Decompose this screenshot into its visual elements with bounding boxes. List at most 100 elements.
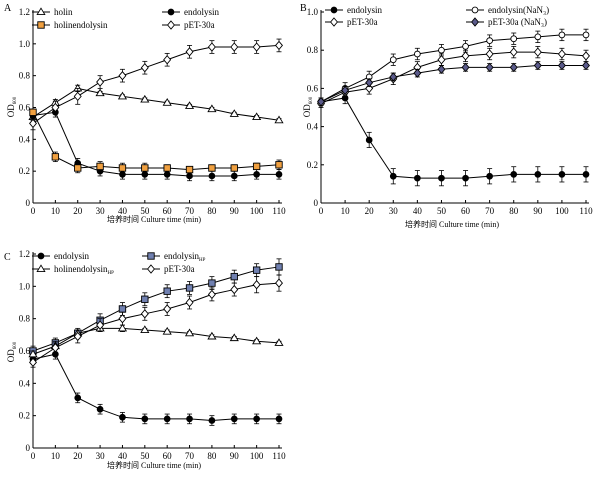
legend-marker [330, 6, 338, 14]
series-line [320, 51, 587, 105]
data-point [51, 102, 60, 113]
legend-item: endolysin [325, 5, 382, 15]
data-point [414, 174, 421, 182]
data-point [118, 164, 127, 172]
x-tick-label: 80 [207, 206, 217, 216]
data-point [96, 162, 104, 171]
data-point [207, 331, 217, 340]
data-point [207, 104, 217, 113]
legend-label-main: endolysin [164, 251, 199, 261]
data-point [117, 323, 128, 332]
y-tick-label: 0.8 [19, 314, 31, 324]
data-point [252, 336, 262, 345]
series-line [32, 266, 280, 352]
y-tick-label: 1.2 [19, 249, 30, 259]
data-point [96, 320, 105, 330]
data-point [389, 72, 398, 82]
y-tick-label: 0.4 [307, 122, 319, 132]
series-2 [317, 28, 590, 106]
data-point [252, 112, 262, 121]
data-point [230, 42, 239, 52]
y-tick-label: 0.2 [19, 411, 30, 421]
series-line [32, 327, 280, 355]
data-point [485, 49, 494, 59]
x-tick-label: 60 [163, 451, 173, 461]
x-axis-title: 培养时间 Culture time (min) [107, 214, 201, 224]
data-point [413, 68, 422, 78]
data-point [184, 328, 195, 337]
legend-label: endolysinHP [164, 251, 206, 263]
y-tick-label: 1.0 [19, 39, 31, 49]
series-1 [317, 91, 590, 187]
legend-label-main: holin [54, 7, 73, 17]
data-point [534, 171, 542, 178]
data-point [365, 136, 373, 144]
data-point [185, 284, 194, 292]
legend-label-main: pET-30a (NaN₃) [488, 17, 547, 27]
series-line [320, 97, 586, 179]
x-tick-label: 100 [250, 451, 264, 461]
data-point [208, 279, 216, 287]
data-point [582, 51, 590, 61]
series-line [32, 44, 280, 124]
legend-marker [167, 20, 175, 30]
legend-label-main: endolysin [347, 5, 382, 15]
x-tick-label: 90 [533, 206, 543, 216]
data-point [229, 109, 239, 117]
panel-letter: C [4, 252, 11, 263]
data-point [163, 171, 171, 178]
data-point [558, 171, 566, 178]
legend: endolysin endolysin(NaN₃) pET-30a pET-30a (… [325, 5, 549, 27]
legend-marker [471, 6, 479, 14]
data-point [582, 60, 590, 71]
data-point [51, 343, 60, 353]
data-point [117, 91, 128, 100]
legend-label-main: endolysin [184, 7, 219, 17]
x-tick-label: 60 [461, 206, 471, 216]
legend-marker [147, 252, 155, 260]
y-axis-title-subscript: 600 [309, 96, 314, 104]
y-axis-title-main: OD [6, 349, 16, 362]
data-point [365, 83, 374, 94]
chart-panel-c: C 0 0.2 0.4 0.6 0.8 1.0 1.2 0 10 20 30 40 50 60 70 80 90 1… [4, 249, 286, 470]
y-tick-label: 0.6 [307, 83, 319, 93]
data-point [119, 413, 126, 421]
legend-item: holin [32, 7, 73, 17]
data-point [74, 164, 82, 172]
series-1 [28, 83, 284, 124]
data-point [486, 172, 493, 180]
x-tick-label: 40 [118, 451, 128, 461]
data-point [486, 37, 493, 45]
data-point [253, 415, 260, 423]
y-tick-label: 0.4 [19, 134, 31, 144]
data-point [582, 31, 590, 39]
x-tick-label: 20 [73, 206, 83, 216]
legend-item: pET-30a [325, 17, 378, 27]
data-point [275, 263, 283, 271]
x-tick-label: 10 [51, 451, 61, 461]
data-point [275, 161, 283, 169]
data-point [141, 295, 149, 303]
y-axis-title-subscript: 600 [13, 341, 18, 349]
data-point [95, 88, 105, 97]
y-axis-title-subscript: 600 [13, 96, 18, 104]
data-point [317, 97, 325, 107]
data-point [185, 297, 194, 308]
legend-label-main: pET-30a [347, 17, 378, 27]
y-tick-label: 1.2 [19, 7, 30, 17]
data-point [140, 325, 150, 333]
legend-label: endolysin(NaN₃) [488, 5, 549, 15]
data-point [163, 287, 171, 295]
y-tick-label: 1.0 [307, 7, 319, 17]
y-tick-label: 0.6 [19, 346, 31, 356]
legend-label: holin [54, 7, 73, 17]
data-point [230, 272, 238, 281]
data-point [96, 77, 105, 87]
data-point [207, 42, 216, 52]
legend-item: holinendolysinHP [32, 264, 114, 276]
data-point [341, 85, 350, 96]
x-tick-label: 60 [163, 206, 173, 216]
legend-label: endolysin [54, 251, 89, 261]
legend-label: endolysin [184, 7, 219, 17]
data-point [533, 60, 542, 71]
